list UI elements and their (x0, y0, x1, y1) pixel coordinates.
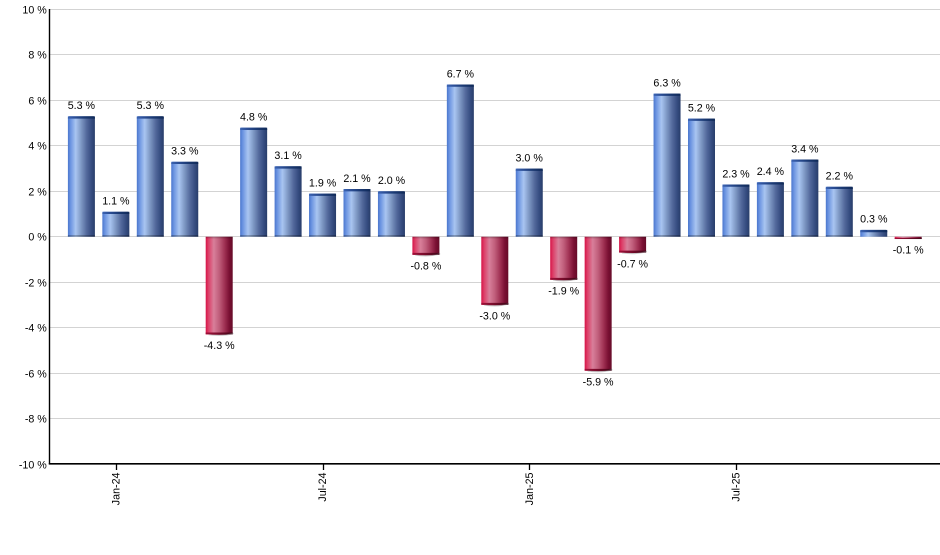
svg-text:-4.3 %: -4.3 % (204, 340, 235, 352)
svg-text:5.2 %: 5.2 % (688, 102, 716, 114)
svg-text:3.0 %: 3.0 % (516, 152, 544, 164)
svg-text:10 %: 10 % (22, 5, 47, 17)
svg-text:Jan-25: Jan-25 (524, 472, 536, 505)
svg-text:-10 %: -10 % (19, 460, 47, 472)
svg-text:Jul-25: Jul-25 (731, 472, 743, 501)
svg-text:6.7 %: 6.7 % (447, 68, 475, 80)
svg-text:1.9 %: 1.9 % (309, 177, 337, 189)
svg-text:3.4 %: 3.4 % (791, 143, 819, 155)
svg-text:5.3 %: 5.3 % (68, 100, 96, 112)
svg-text:4 %: 4 % (28, 141, 47, 153)
svg-text:0 %: 0 % (28, 232, 47, 244)
svg-text:6 %: 6 % (28, 96, 47, 108)
svg-text:Jul-24: Jul-24 (317, 472, 329, 501)
svg-text:-1.9 %: -1.9 % (548, 286, 579, 298)
svg-text:0.3 %: 0.3 % (860, 214, 888, 226)
svg-text:2.3 %: 2.3 % (722, 168, 750, 180)
svg-text:5.3 %: 5.3 % (137, 100, 165, 112)
svg-text:-5.9 %: -5.9 % (583, 377, 614, 389)
svg-text:4.8 %: 4.8 % (240, 112, 268, 124)
svg-text:2.0 %: 2.0 % (378, 175, 406, 187)
svg-text:-2 %: -2 % (25, 278, 47, 290)
svg-text:-0.8 %: -0.8 % (410, 261, 441, 273)
svg-text:-0.7 %: -0.7 % (617, 258, 648, 270)
svg-text:1.1 %: 1.1 % (102, 196, 130, 208)
svg-text:2.1 %: 2.1 % (343, 173, 371, 185)
svg-text:Jan-24: Jan-24 (110, 472, 122, 505)
svg-text:3.3 %: 3.3 % (171, 146, 199, 158)
svg-text:-6 %: -6 % (25, 369, 47, 381)
svg-text:6.3 %: 6.3 % (653, 77, 681, 89)
svg-text:8 %: 8 % (28, 50, 47, 62)
svg-text:2 %: 2 % (28, 187, 47, 199)
svg-text:-4 %: -4 % (25, 323, 47, 335)
svg-text:3.1 %: 3.1 % (274, 150, 302, 162)
svg-text:2.2 %: 2.2 % (826, 171, 854, 183)
svg-text:2.4 %: 2.4 % (757, 166, 785, 178)
svg-text:-0.1 %: -0.1 % (893, 245, 924, 257)
svg-text:-3.0 %: -3.0 % (479, 311, 510, 323)
svg-text:-8 %: -8 % (25, 414, 47, 426)
